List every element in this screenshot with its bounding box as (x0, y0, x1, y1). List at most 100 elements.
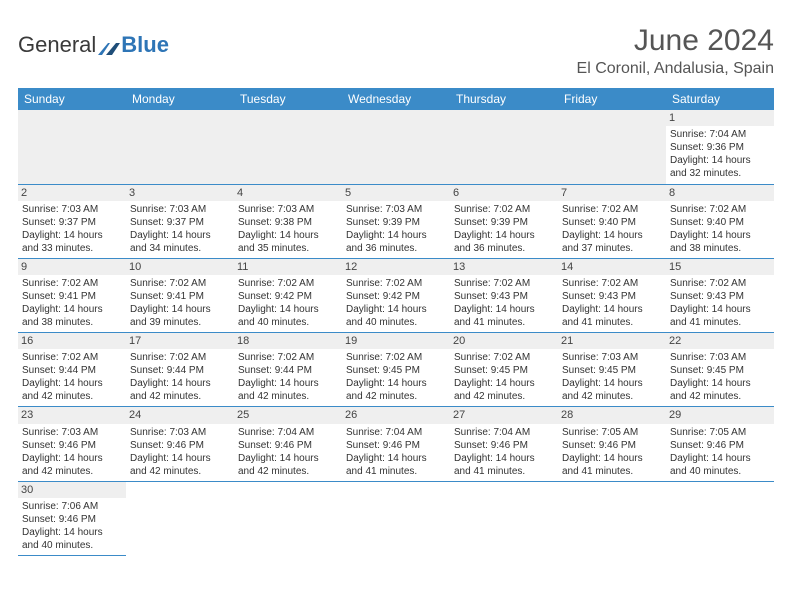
calendar-cell: 20 Sunrise: 7:02 AMSunset: 9:45 PMDayligh… (450, 333, 558, 407)
day-details: Sunrise: 7:04 AMSunset: 9:46 PMDaylight:… (346, 426, 446, 478)
calendar-cell: 28 Sunrise: 7:05 AMSunset: 9:46 PMDayligh… (558, 407, 666, 481)
day-number: 8 (666, 185, 774, 201)
day-number: 24 (126, 407, 234, 423)
calendar-cell: 16 Sunrise: 7:02 AMSunset: 9:44 PMDayligh… (18, 333, 126, 407)
day-details: Sunrise: 7:03 AMSunset: 9:45 PMDaylight:… (670, 351, 770, 403)
calendar-week-row: 30 Sunrise: 7:06 AMSunset: 9:46 PMDayligh… (18, 481, 774, 555)
day-details: Sunrise: 7:02 AMSunset: 9:39 PMDaylight:… (454, 203, 554, 255)
calendar-cell: 14Sunrise: 7:02 AMSunset: 9:43 PMDayligh… (558, 258, 666, 332)
day-number: 3 (126, 185, 234, 201)
calendar-cell: 30 Sunrise: 7:06 AMSunset: 9:46 PMDayligh… (18, 481, 126, 555)
month-title: June 2024 (577, 24, 774, 58)
weekday-header: Sunday (18, 88, 126, 110)
calendar-week-row: 9Sunrise: 7:02 AMSunset: 9:41 PMDaylight… (18, 258, 774, 332)
calendar-week-row: 16 Sunrise: 7:02 AMSunset: 9:44 PMDayligh… (18, 333, 774, 407)
weekday-header: Saturday (666, 88, 774, 110)
day-details: Sunrise: 7:05 AMSunset: 9:46 PMDaylight:… (562, 426, 662, 478)
calendar-week-row: 2Sunrise: 7:03 AMSunset: 9:37 PMDaylight… (18, 184, 774, 258)
calendar-cell: 27 Sunrise: 7:04 AMSunset: 9:46 PMDayligh… (450, 407, 558, 481)
flag-icon (98, 37, 120, 53)
calendar-cell: 8 Sunrise: 7:02 AMSunset: 9:40 PMDaylight… (666, 184, 774, 258)
day-details: Sunrise: 7:02 AMSunset: 9:40 PMDaylight:… (562, 203, 662, 255)
day-number: 19 (342, 333, 450, 349)
day-number: 10 (126, 259, 234, 275)
day-number: 22 (666, 333, 774, 349)
calendar-cell: 24Sunrise: 7:03 AMSunset: 9:46 PMDayligh… (126, 407, 234, 481)
day-details: Sunrise: 7:03 AMSunset: 9:37 PMDaylight:… (22, 203, 122, 255)
day-number: 20 (450, 333, 558, 349)
calendar-cell: 5 Sunrise: 7:03 AMSunset: 9:39 PMDaylight… (342, 184, 450, 258)
day-number: 15 (666, 259, 774, 275)
brand-logo: General Blue (18, 32, 169, 58)
calendar-cell: 22 Sunrise: 7:03 AMSunset: 9:45 PMDayligh… (666, 333, 774, 407)
day-details: Sunrise: 7:02 AMSunset: 9:44 PMDaylight:… (238, 351, 338, 403)
calendar-cell: 1Sunrise: 7:04 AMSunset: 9:36 PMDaylight… (666, 110, 774, 184)
day-details: Sunrise: 7:02 AMSunset: 9:44 PMDaylight:… (22, 351, 122, 403)
calendar-cell: 17Sunrise: 7:02 AMSunset: 9:44 PMDayligh… (126, 333, 234, 407)
calendar-cell: 18 Sunrise: 7:02 AMSunset: 9:44 PMDayligh… (234, 333, 342, 407)
calendar-week-row: 1Sunrise: 7:04 AMSunset: 9:36 PMDaylight… (18, 110, 774, 184)
day-details: Sunrise: 7:02 AMSunset: 9:42 PMDaylight:… (238, 277, 338, 329)
day-details: Sunrise: 7:02 AMSunset: 9:42 PMDaylight:… (346, 277, 446, 329)
day-details: Sunrise: 7:02 AMSunset: 9:41 PMDaylight:… (130, 277, 230, 329)
day-details: Sunrise: 7:03 AMSunset: 9:37 PMDaylight:… (130, 203, 230, 255)
calendar-cell (342, 481, 450, 555)
calendar-cell: 6Sunrise: 7:02 AMSunset: 9:39 PMDaylight… (450, 184, 558, 258)
day-number: 12 (342, 259, 450, 275)
brand-part1: General (18, 32, 96, 58)
calendar-cell (126, 481, 234, 555)
weekday-header-row: Sunday Monday Tuesday Wednesday Thursday… (18, 88, 774, 110)
calendar-cell: 10 Sunrise: 7:02 AMSunset: 9:41 PMDayligh… (126, 258, 234, 332)
day-number: 28 (558, 407, 666, 423)
day-number: 4 (234, 185, 342, 201)
calendar-cell (666, 481, 774, 555)
calendar-cell: 15 Sunrise: 7:02 AMSunset: 9:43 PMDayligh… (666, 258, 774, 332)
calendar-cell (558, 481, 666, 555)
day-details: Sunrise: 7:04 AMSunset: 9:36 PMDaylight:… (670, 128, 770, 180)
calendar-cell: 4 Sunrise: 7:03 AMSunset: 9:38 PMDaylight… (234, 184, 342, 258)
day-details: Sunrise: 7:03 AMSunset: 9:39 PMDaylight:… (346, 203, 446, 255)
day-number: 29 (666, 407, 774, 423)
location: El Coronil, Andalusia, Spain (577, 60, 774, 78)
day-number: 7 (558, 185, 666, 201)
day-details: Sunrise: 7:06 AMSunset: 9:46 PMDaylight:… (22, 500, 122, 552)
day-number: 18 (234, 333, 342, 349)
calendar-cell: 12 Sunrise: 7:02 AMSunset: 9:42 PMDayligh… (342, 258, 450, 332)
day-number: 16 (18, 333, 126, 349)
day-details: Sunrise: 7:03 AMSunset: 9:45 PMDaylight:… (562, 351, 662, 403)
day-details: Sunrise: 7:03 AMSunset: 9:38 PMDaylight:… (238, 203, 338, 255)
day-details: Sunrise: 7:02 AMSunset: 9:43 PMDaylight:… (670, 277, 770, 329)
header: General Blue June 2024 El Coronil, Andal… (18, 24, 774, 78)
calendar-cell: 21 Sunrise: 7:03 AMSunset: 9:45 PMDayligh… (558, 333, 666, 407)
day-number: 30 (18, 482, 126, 498)
day-number: 25 (234, 407, 342, 423)
day-details: Sunrise: 7:05 AMSunset: 9:46 PMDaylight:… (670, 426, 770, 478)
day-details: Sunrise: 7:02 AMSunset: 9:45 PMDaylight:… (346, 351, 446, 403)
day-details: Sunrise: 7:02 AMSunset: 9:43 PMDaylight:… (454, 277, 554, 329)
day-details: Sunrise: 7:02 AMSunset: 9:45 PMDaylight:… (454, 351, 554, 403)
calendar-cell: 13Sunrise: 7:02 AMSunset: 9:43 PMDayligh… (450, 258, 558, 332)
calendar-week-row: 23Sunrise: 7:03 AMSunset: 9:46 PMDayligh… (18, 407, 774, 481)
day-details: Sunrise: 7:04 AMSunset: 9:46 PMDaylight:… (454, 426, 554, 478)
day-number: 5 (342, 185, 450, 201)
brand-part2: Blue (121, 32, 169, 58)
calendar-cell: 25 Sunrise: 7:04 AMSunset: 9:46 PMDayligh… (234, 407, 342, 481)
calendar-cell (450, 481, 558, 555)
day-number: 27 (450, 407, 558, 423)
day-number: 17 (126, 333, 234, 349)
day-number: 9 (18, 259, 126, 275)
day-number: 26 (342, 407, 450, 423)
day-details: Sunrise: 7:04 AMSunset: 9:46 PMDaylight:… (238, 426, 338, 478)
weekday-header: Friday (558, 88, 666, 110)
day-details: Sunrise: 7:02 AMSunset: 9:40 PMDaylight:… (670, 203, 770, 255)
day-number: 21 (558, 333, 666, 349)
day-number: 14 (558, 259, 666, 275)
calendar-cell (126, 110, 234, 184)
calendar-cell (234, 481, 342, 555)
calendar-cell (18, 110, 126, 184)
calendar-cell: 29 Sunrise: 7:05 AMSunset: 9:46 PMDayligh… (666, 407, 774, 481)
calendar-cell (342, 110, 450, 184)
day-number: 23 (18, 407, 126, 423)
calendar-cell: 9Sunrise: 7:02 AMSunset: 9:41 PMDaylight… (18, 258, 126, 332)
calendar-cell: 19 Sunrise: 7:02 AMSunset: 9:45 PMDayligh… (342, 333, 450, 407)
